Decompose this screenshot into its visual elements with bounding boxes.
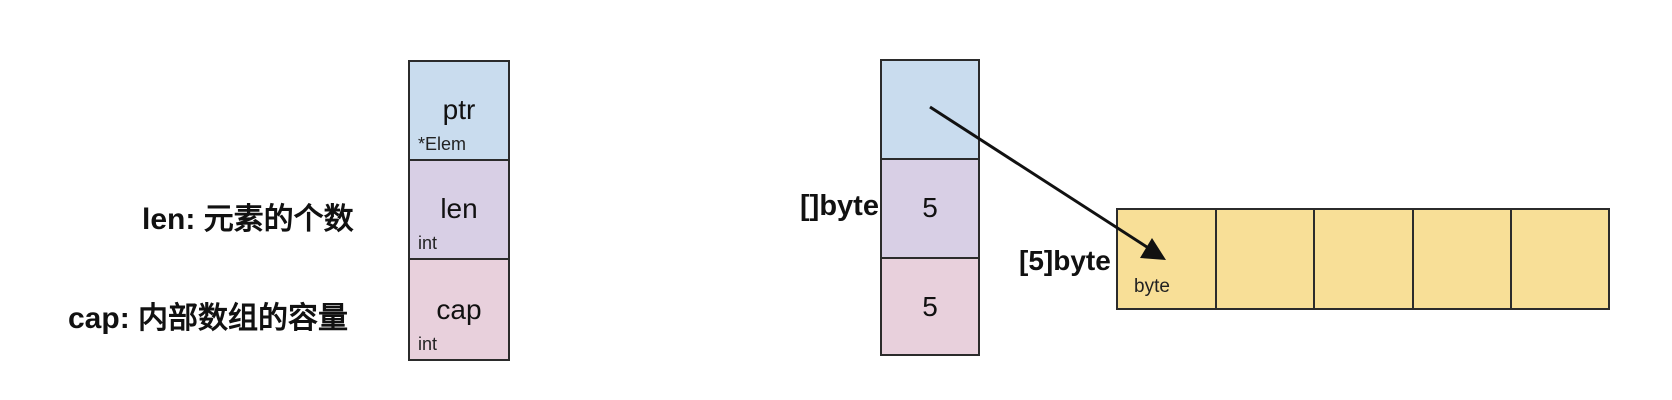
- slice-cap-cell: 5: [880, 257, 980, 356]
- cap-annotation-key: cap:: [68, 302, 130, 335]
- slice-len-value: 5: [922, 192, 938, 223]
- cap-field-name: cap: [436, 294, 482, 325]
- slice-type-label: []byte: [800, 190, 879, 222]
- array-type-label: [5]byte: [1019, 245, 1111, 276]
- len-annotation-desc: 元素的个数: [203, 202, 354, 237]
- len-field-cell: len int: [408, 159, 510, 260]
- cap-annotation-desc: 内部数组的容量: [138, 301, 349, 336]
- pointer-arrow-head: [1140, 238, 1166, 260]
- ptr-field-cell: ptr *Elem: [408, 60, 510, 161]
- cap-annotation: cap: 内部数组的容量: [68, 293, 348, 337]
- cap-field-type: int: [418, 334, 438, 354]
- slice-cap-value: 5: [922, 291, 938, 322]
- slice-len-cell: 5: [880, 158, 980, 259]
- len-annotation: len: 元素的个数: [142, 194, 354, 238]
- cap-field-cell: cap int: [408, 258, 510, 361]
- len-field-name: len: [440, 193, 478, 224]
- ptr-field-name: ptr: [442, 94, 476, 125]
- pointer-arrow-line: [929, 105, 1151, 251]
- ptr-field-type: *Elem: [418, 134, 467, 154]
- len-annotation-key: len:: [142, 203, 196, 236]
- array-cell-1: [1215, 208, 1315, 310]
- array-element-type: byte: [1134, 276, 1170, 297]
- array-cell-2: [1313, 208, 1414, 310]
- array-cell-4: [1510, 208, 1610, 310]
- len-field-type: int: [418, 233, 438, 253]
- array-cell-3: [1412, 208, 1512, 310]
